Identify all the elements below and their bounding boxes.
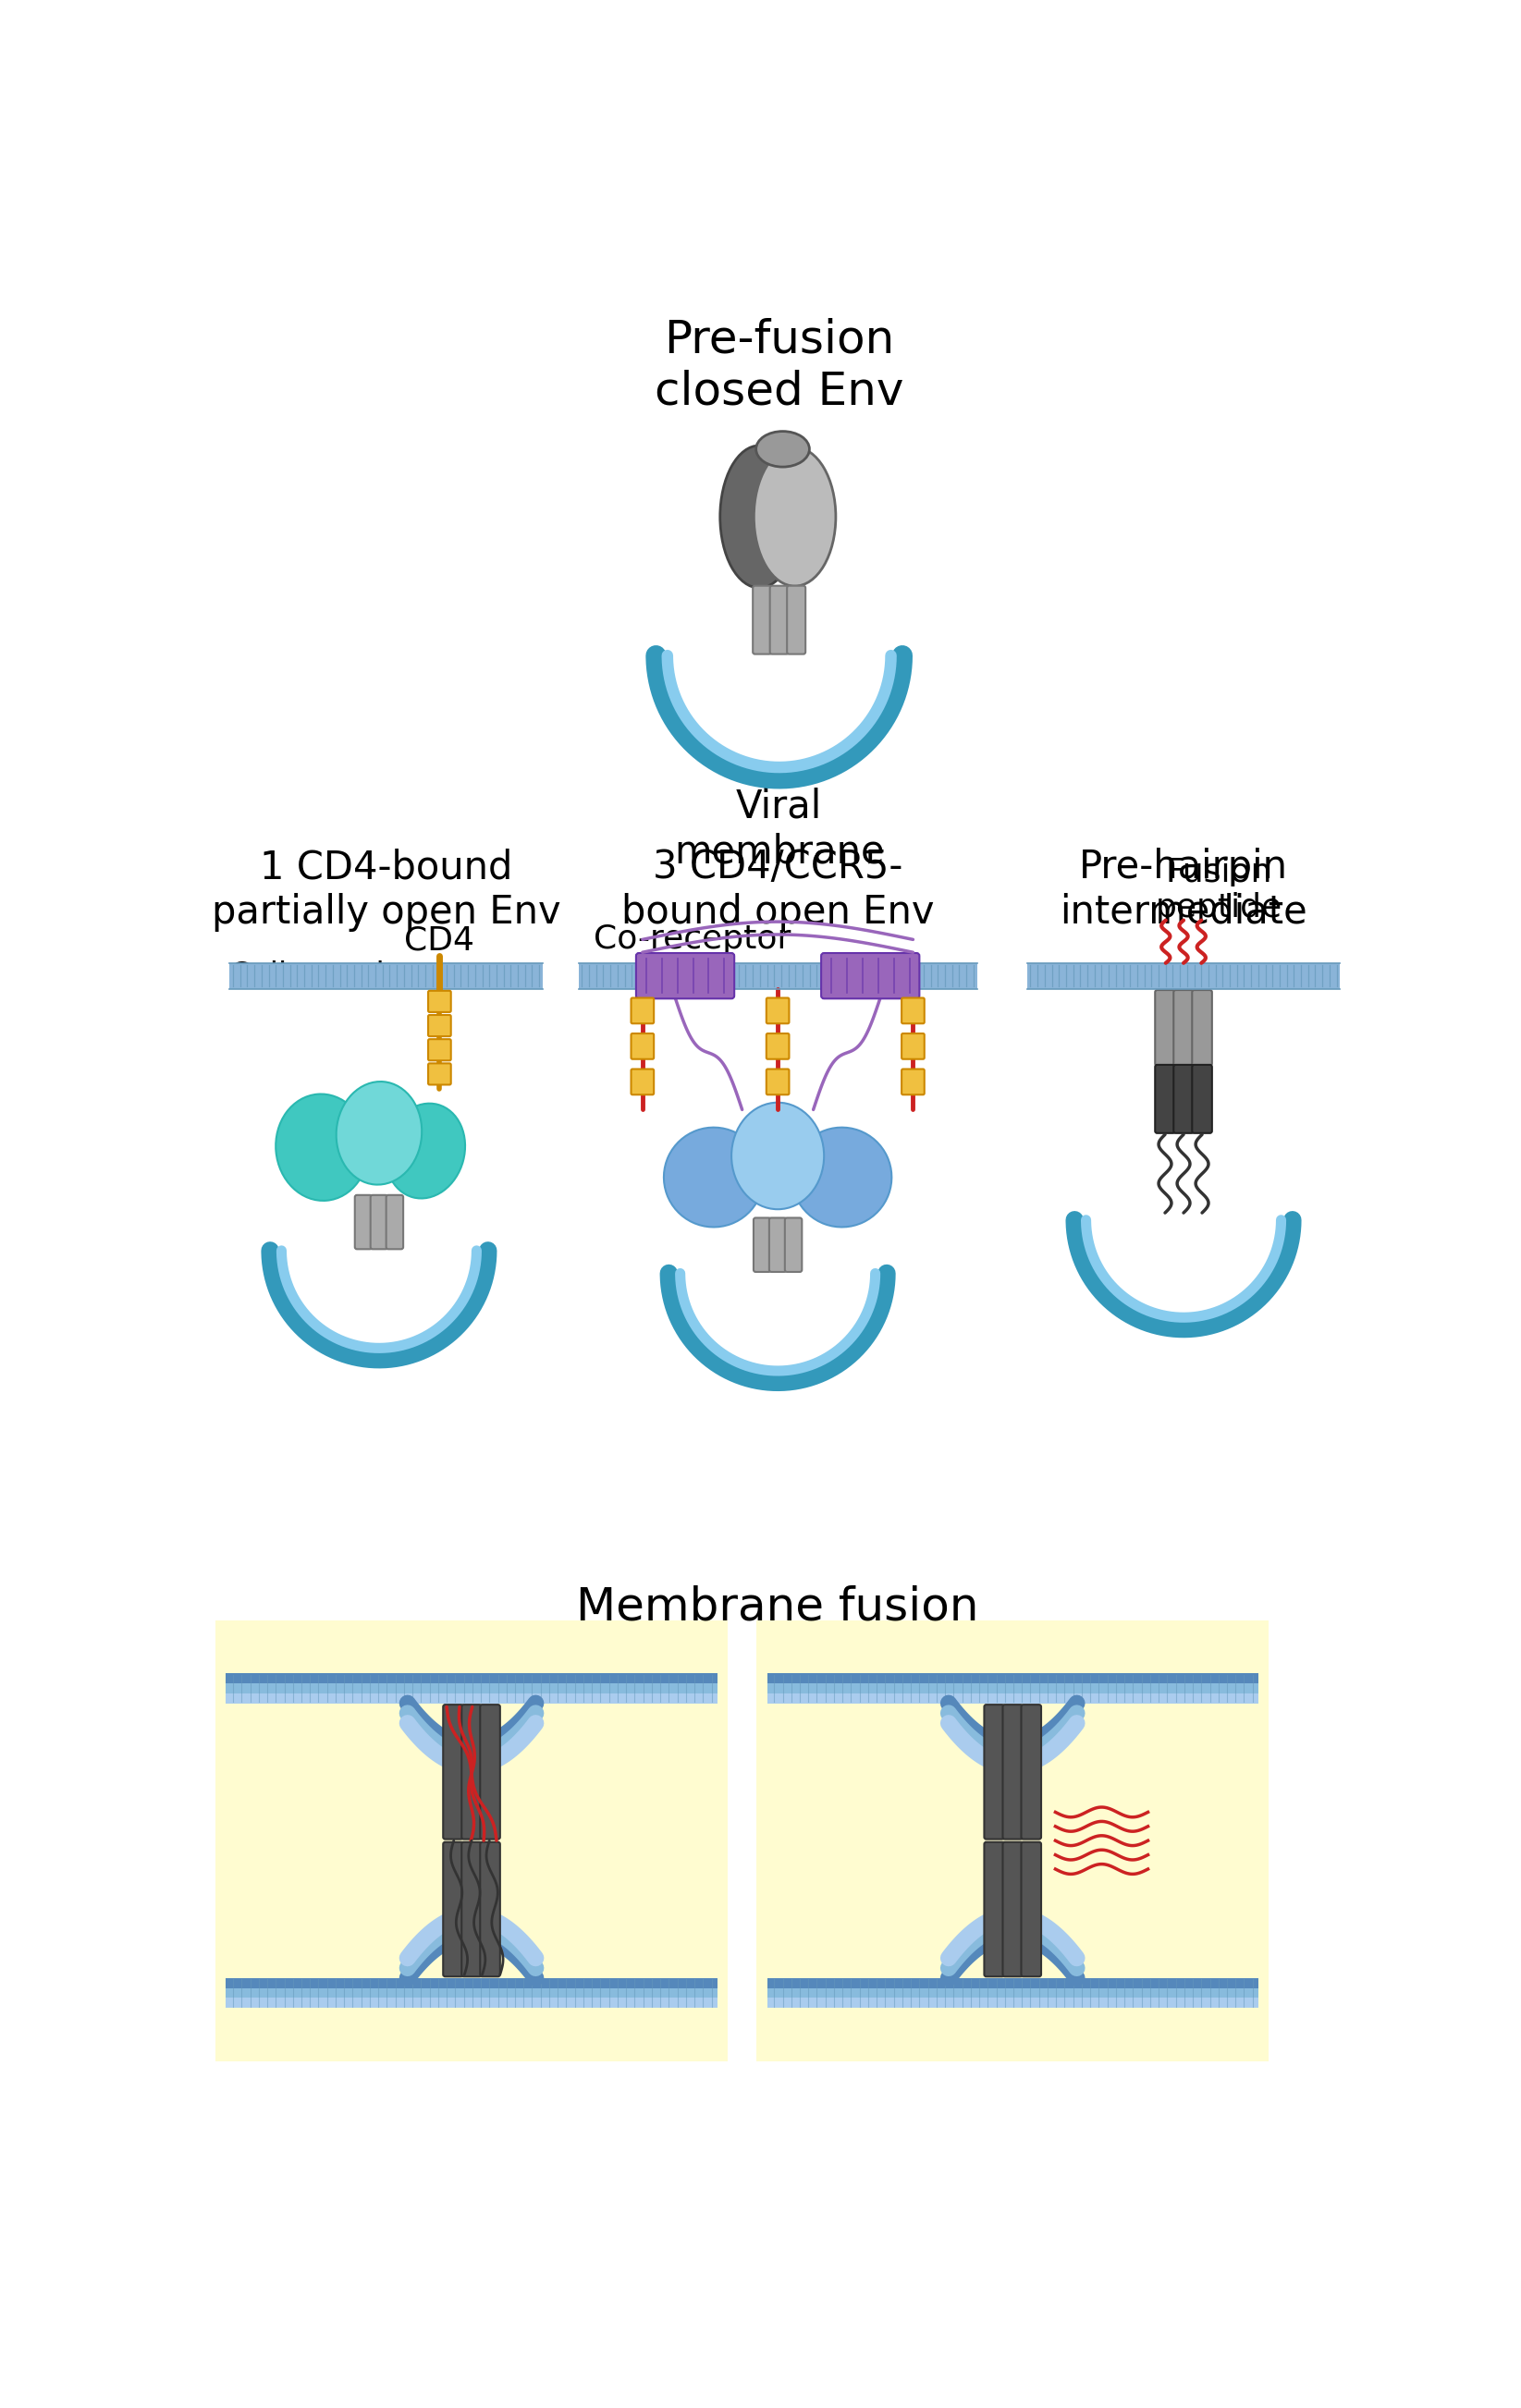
Bar xyxy=(756,1621,1269,2061)
Bar xyxy=(767,1977,1258,1989)
Ellipse shape xyxy=(719,445,799,588)
FancyBboxPatch shape xyxy=(1154,990,1176,1064)
FancyBboxPatch shape xyxy=(429,1014,450,1035)
Ellipse shape xyxy=(792,1127,891,1228)
Text: 3 CD4/CCR5-
bound open Env: 3 CD4/CCR5- bound open Env xyxy=(621,848,934,932)
Text: 1 CD4-bound
partially open Env: 1 CD4-bound partially open Env xyxy=(211,848,561,932)
FancyBboxPatch shape xyxy=(770,1218,786,1271)
FancyBboxPatch shape xyxy=(1192,1064,1212,1134)
Ellipse shape xyxy=(385,1103,465,1199)
FancyBboxPatch shape xyxy=(1154,1064,1176,1134)
FancyBboxPatch shape xyxy=(767,997,789,1023)
Text: CD4: CD4 xyxy=(405,925,475,956)
FancyBboxPatch shape xyxy=(767,1033,789,1060)
Ellipse shape xyxy=(663,1127,764,1228)
FancyBboxPatch shape xyxy=(631,1069,654,1096)
FancyBboxPatch shape xyxy=(386,1194,403,1250)
FancyBboxPatch shape xyxy=(1192,990,1212,1064)
Bar xyxy=(230,963,543,990)
FancyBboxPatch shape xyxy=(785,1218,802,1271)
FancyBboxPatch shape xyxy=(429,1040,450,1060)
FancyBboxPatch shape xyxy=(984,1705,1004,1840)
FancyBboxPatch shape xyxy=(1021,1842,1042,1977)
FancyBboxPatch shape xyxy=(481,1842,500,1977)
FancyBboxPatch shape xyxy=(1002,1842,1022,1977)
FancyBboxPatch shape xyxy=(462,1705,482,1840)
Ellipse shape xyxy=(275,1093,368,1202)
Text: Viral
membrane: Viral membrane xyxy=(674,787,884,872)
Bar xyxy=(227,1693,718,1702)
Text: Pre-hairpin
intermediate: Pre-hairpin intermediate xyxy=(1060,848,1308,932)
Text: Co-receptor: Co-receptor xyxy=(593,922,791,954)
Bar xyxy=(1027,963,1340,990)
FancyBboxPatch shape xyxy=(902,1033,925,1060)
FancyBboxPatch shape xyxy=(902,997,925,1023)
FancyBboxPatch shape xyxy=(631,997,654,1023)
Ellipse shape xyxy=(336,1081,421,1185)
Bar xyxy=(767,1999,1258,2008)
Bar xyxy=(227,1977,718,1989)
FancyBboxPatch shape xyxy=(753,1218,771,1271)
Text: Fusion
peptide: Fusion peptide xyxy=(1156,855,1282,925)
FancyBboxPatch shape xyxy=(1174,1064,1194,1134)
Bar xyxy=(767,1693,1258,1702)
FancyBboxPatch shape xyxy=(786,585,806,655)
Bar xyxy=(227,1999,718,2008)
Text: Membrane fusion: Membrane fusion xyxy=(576,1584,980,1628)
Text: Pre-fusion
closed Env: Pre-fusion closed Env xyxy=(654,318,903,414)
FancyBboxPatch shape xyxy=(1174,990,1194,1064)
FancyBboxPatch shape xyxy=(1021,1705,1042,1840)
FancyBboxPatch shape xyxy=(902,1069,925,1096)
FancyBboxPatch shape xyxy=(1002,1705,1022,1840)
FancyBboxPatch shape xyxy=(354,1194,373,1250)
Ellipse shape xyxy=(732,1103,824,1209)
FancyBboxPatch shape xyxy=(770,585,788,655)
FancyBboxPatch shape xyxy=(462,1842,482,1977)
FancyBboxPatch shape xyxy=(481,1705,500,1840)
Bar xyxy=(216,1621,729,2061)
FancyBboxPatch shape xyxy=(371,1194,388,1250)
Bar xyxy=(578,963,976,990)
FancyBboxPatch shape xyxy=(429,1064,450,1084)
FancyBboxPatch shape xyxy=(984,1842,1004,1977)
FancyBboxPatch shape xyxy=(636,954,735,999)
Bar xyxy=(227,1683,718,1693)
FancyBboxPatch shape xyxy=(631,1033,654,1060)
FancyBboxPatch shape xyxy=(767,1069,789,1096)
FancyBboxPatch shape xyxy=(443,1842,462,1977)
Bar xyxy=(767,1989,1258,1999)
Bar xyxy=(227,1989,718,1999)
Bar xyxy=(767,1683,1258,1693)
Bar xyxy=(227,1674,718,1683)
FancyBboxPatch shape xyxy=(821,954,919,999)
Text: Cell membrane: Cell membrane xyxy=(230,961,465,992)
Ellipse shape xyxy=(756,431,809,467)
Bar xyxy=(767,1674,1258,1683)
FancyBboxPatch shape xyxy=(753,585,771,655)
FancyBboxPatch shape xyxy=(443,1705,462,1840)
Ellipse shape xyxy=(754,448,835,585)
FancyBboxPatch shape xyxy=(429,990,450,1011)
